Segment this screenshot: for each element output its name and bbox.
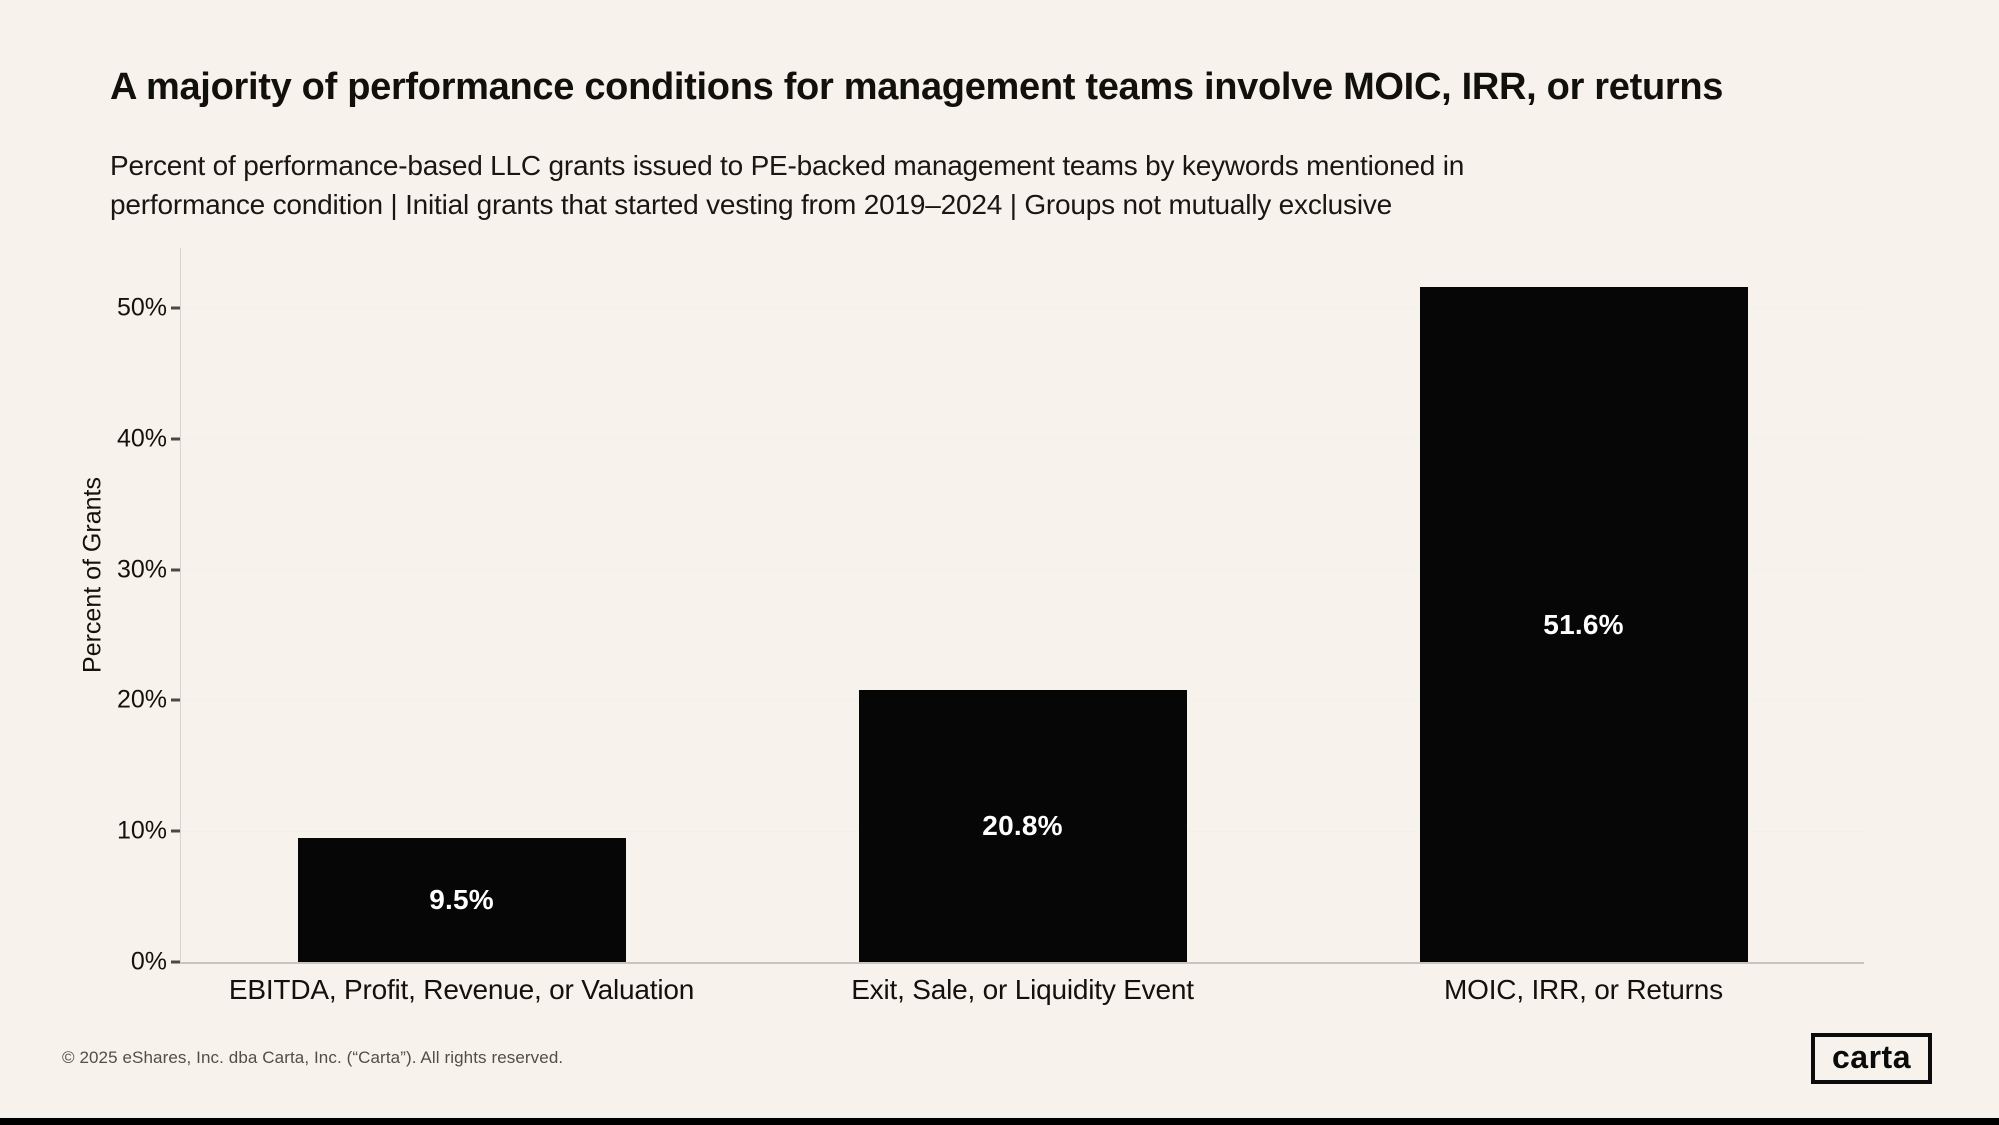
copyright-text: © 2025 eShares, Inc. dba Carta, Inc. (“C… <box>62 1048 564 1067</box>
bottom-border <box>0 1118 1999 1125</box>
category-label: EBITDA, Profit, Revenue, or Valuation <box>228 974 695 1005</box>
y-tick-label: 0% <box>130 947 167 976</box>
y-tick-label: 30% <box>116 555 167 584</box>
carta-logo: carta <box>1811 1033 1932 1084</box>
y-tick-label: 50% <box>116 293 167 322</box>
subtitle-line-2: performance condition | Initial grants t… <box>110 189 1393 220</box>
category-label: Exit, Sale, or Liquidity Event <box>851 974 1194 1005</box>
y-axis-title: Percent of Grants <box>78 477 107 673</box>
gridline <box>181 438 1864 440</box>
y-tick-mark <box>171 306 180 310</box>
bar-value-label: 9.5% <box>429 883 494 915</box>
subtitle-line-1: Percent of performance-based LLC grants … <box>110 150 1465 181</box>
bar: 20.8% <box>858 690 1187 962</box>
y-tick-mark <box>171 829 180 833</box>
bar-value-label: 51.6% <box>1543 608 1624 640</box>
gridline <box>181 569 1864 571</box>
carta-logo-text: carta <box>1832 1039 1911 1075</box>
y-tick-label: 40% <box>116 424 167 453</box>
plot-area: 0% 10% 20% 30% 40% 50% 9.5% EBITDA, Profit, Rev… <box>117 248 1864 1005</box>
chart-subtitle: Percent of performance-based LLC grants … <box>110 146 1464 224</box>
gridline <box>181 307 1864 309</box>
chart-title: A majority of performance conditions for… <box>110 66 1724 108</box>
y-tick-mark <box>171 698 180 702</box>
bar-value-label: 20.8% <box>982 810 1063 841</box>
y-tick-label: 20% <box>116 685 167 714</box>
category-label: MOIC, IRR, or Returns <box>1444 974 1723 1005</box>
bar: 9.5% <box>297 837 626 962</box>
y-tick-mark <box>171 437 180 441</box>
y-tick-mark <box>171 568 180 572</box>
y-tick-label: 10% <box>116 816 167 845</box>
y-tick-mark <box>171 960 180 964</box>
bar: 51.6% <box>1419 287 1748 962</box>
